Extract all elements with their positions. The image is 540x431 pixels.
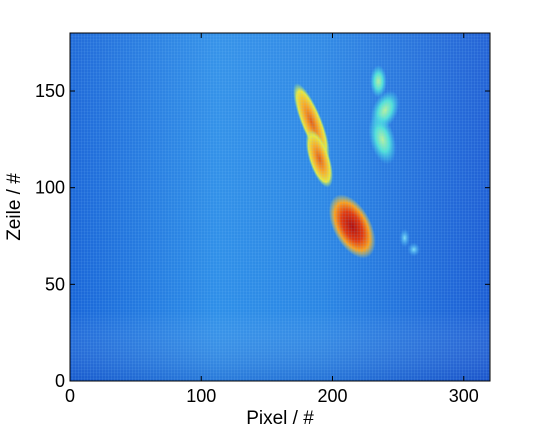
plot-frame [69, 32, 491, 382]
plot-area [70, 33, 490, 381]
y-tick-label: 100 [35, 178, 65, 198]
x-tick-label: 100 [186, 386, 216, 406]
y-tick-label: 150 [35, 81, 65, 101]
y-axis: 0 50 100 150 [35, 81, 490, 391]
y-tick-label: 50 [45, 274, 65, 294]
x-axis: 0 100 200 300 [65, 33, 479, 406]
x-axis-label: Pixel / # [246, 408, 314, 429]
x-tick-label: 0 [65, 386, 75, 406]
heatmap-texture [70, 33, 490, 381]
x-tick-label: 300 [449, 386, 479, 406]
y-tick-label: 0 [55, 371, 65, 391]
x-tick-label: 200 [317, 386, 347, 406]
y-axis-label: Zeile / # [4, 173, 25, 241]
